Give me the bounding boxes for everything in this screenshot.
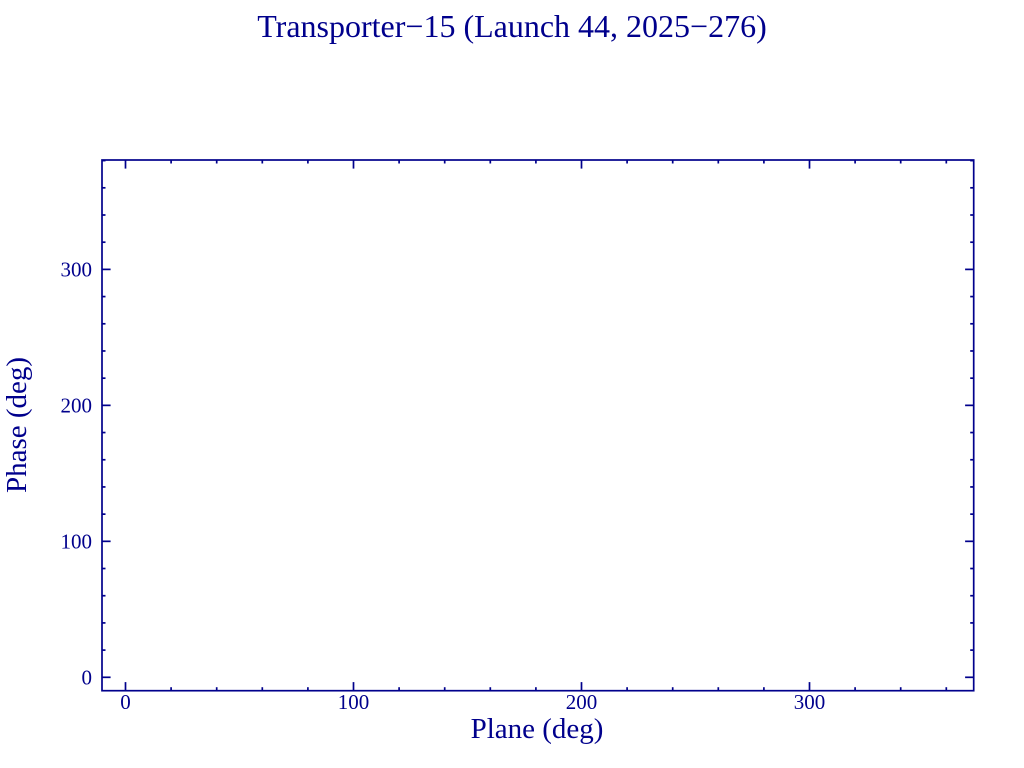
svg-text:0: 0 [120,690,131,714]
svg-text:100: 100 [338,690,370,714]
svg-text:300: 300 [61,257,93,281]
svg-text:Transporter−15 (Launch 44, 202: Transporter−15 (Launch 44, 2025−276) [257,8,767,44]
svg-text:Plane (deg): Plane (deg) [471,713,604,745]
svg-text:Phase (deg): Phase (deg) [1,357,33,493]
svg-text:0: 0 [82,665,93,689]
svg-text:200: 200 [61,393,93,417]
svg-text:300: 300 [794,690,826,714]
svg-text:100: 100 [61,529,93,553]
svg-text:200: 200 [566,690,598,714]
